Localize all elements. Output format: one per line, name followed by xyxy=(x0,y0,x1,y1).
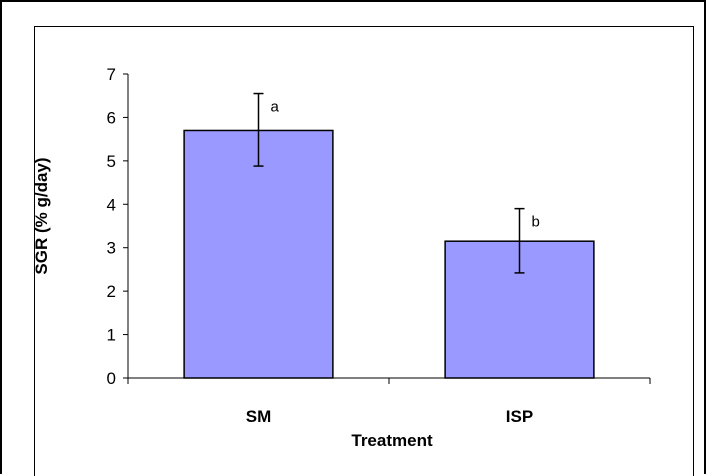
x-tick-label: ISP xyxy=(506,407,533,426)
y-tick-label: 6 xyxy=(107,108,116,127)
y-tick-label: 7 xyxy=(107,65,116,84)
y-tick-label: 4 xyxy=(107,195,116,214)
y-axis-label: SGR (% g/day) xyxy=(32,157,51,274)
x-axis-label: Treatment xyxy=(351,431,433,450)
y-axis: 0 1 2 3 4 5 6 7 xyxy=(107,65,129,388)
x-tick-label: SM xyxy=(246,407,272,426)
y-tick-label: 3 xyxy=(107,239,116,258)
significance-letter: a xyxy=(271,99,280,116)
y-tick-label: 0 xyxy=(107,369,116,388)
bars: a SM b ISP xyxy=(183,92,595,426)
x-axis xyxy=(127,377,651,384)
y-tick-label: 2 xyxy=(107,282,116,301)
y-tick-label: 1 xyxy=(107,326,116,345)
y-tick-label: 5 xyxy=(107,152,116,171)
bar-sm xyxy=(183,129,334,379)
significance-letter: b xyxy=(532,214,540,231)
